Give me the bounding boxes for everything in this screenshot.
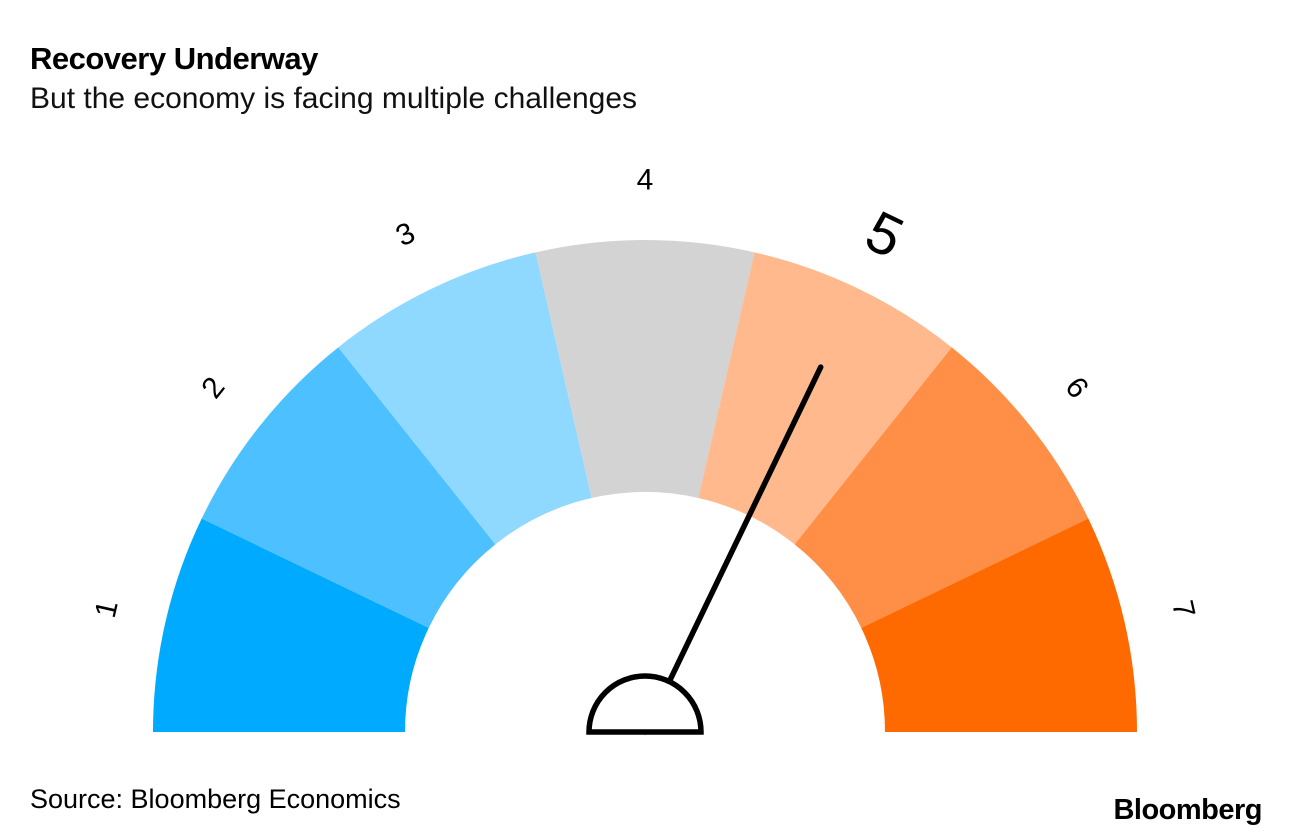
gauge-segment-6 [794,347,1089,628]
gauge-tick-label-4: 4 [637,164,654,197]
gauge-tick-label-2: 2 [195,371,231,405]
gauge-segment-3 [338,252,592,545]
gauge-tick-label-6: 6 [1058,371,1094,405]
gauge-segment-4 [535,240,755,499]
chart-header: Recovery Underway But the economy is fac… [30,40,637,119]
chart-title: Recovery Underway [30,41,318,76]
gauge-needle [642,364,824,735]
chart-subtitle: But the economy is facing multiple chall… [30,81,638,115]
gauge-segment-5 [698,252,952,545]
bloomberg-logo: Bloomberg [1113,794,1262,826]
gauge-tick-label-5: 5 [856,198,913,271]
gauge-segment-7 [861,518,1137,732]
gauge-pivot-hub [586,673,704,735]
gauge-tick-label-7: 7 [1165,597,1201,621]
gauge-segment-1 [153,518,429,732]
gauge-tick-label-3: 3 [391,216,420,253]
gauge-tick-label-1: 1 [89,597,125,621]
gauge-segment-2 [201,347,496,628]
source-note: Source: Bloomberg Economics [30,784,401,814]
